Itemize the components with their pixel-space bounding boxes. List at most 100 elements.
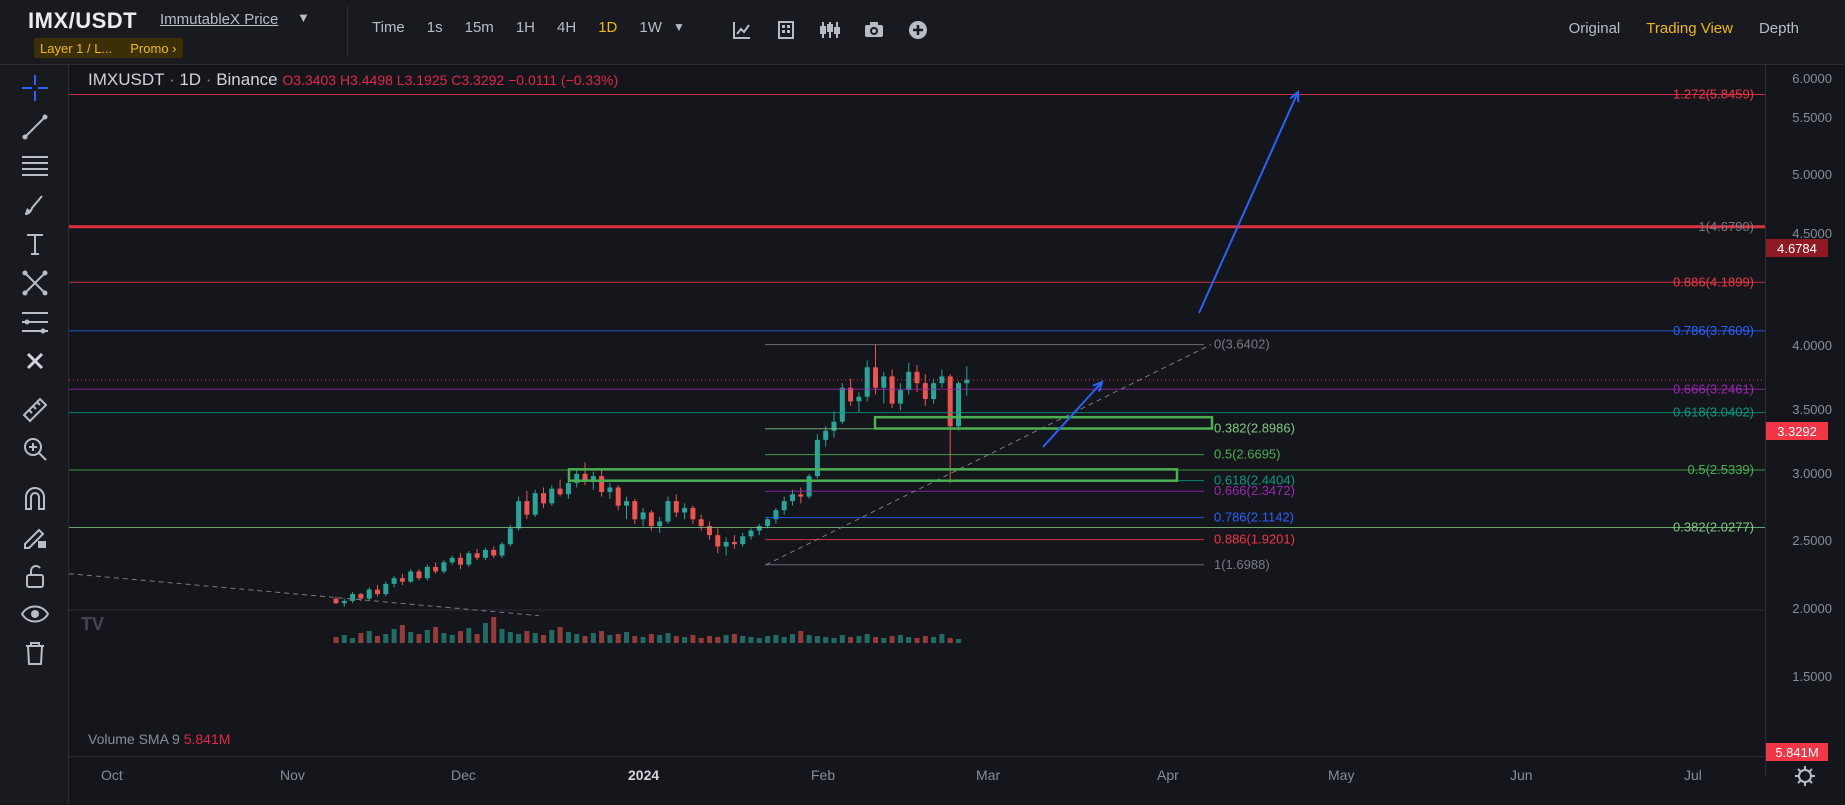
volume-bar [433,627,439,643]
candle-body [541,493,546,504]
text-icon[interactable] [20,229,50,259]
remove-icon[interactable] [20,346,50,376]
fib-level-label: 0.618(3.0402) [1673,405,1754,420]
volume-bar [939,634,945,643]
view-depth[interactable]: Depth [1758,20,1799,37]
horizontal-lines-icon[interactable] [20,151,50,181]
candle-body [491,549,497,556]
time-tick: Apr [1157,767,1179,783]
pattern-icon[interactable] [20,268,50,298]
candle-body [873,367,878,388]
volume-bar [632,636,638,643]
tf-time[interactable]: Time [372,19,405,36]
tag-layer1[interactable]: Layer 1 / L... [40,40,113,56]
view-original[interactable]: Original [1568,20,1621,37]
trash-icon[interactable] [20,638,50,668]
time-tick: Dec [451,767,476,783]
volume-bar [881,638,887,643]
volume-bar [956,639,961,643]
candle-body [906,371,912,390]
plus-icon[interactable] [906,18,930,42]
candle-type-icon[interactable] [818,18,842,42]
price-chart[interactable]: 1.272(5.8459) 1(4.6790) 0.886(4.1899) 0.786… [69,65,1765,804]
candle-body [582,473,588,481]
volume-bar [333,637,339,643]
tf-1s[interactable]: 1s [426,19,443,36]
chevron-down-icon[interactable]: ▼ [297,10,310,25]
candle-body [441,562,447,572]
timeframe-more-icon[interactable]: ▼ [673,20,685,34]
volume-bar [491,617,497,643]
legend-symbol: IMXUSDT [88,70,165,89]
fib-level-label: 0.886(4.1899) [1673,274,1754,289]
indicator-icon[interactable] [730,18,754,42]
volume-bar [856,636,862,643]
volume-bar [748,637,754,643]
volume-bar [740,636,746,643]
volume-bar [823,637,829,643]
candle-body [806,476,812,497]
price-info-link[interactable]: ImmutableX Price [160,11,279,28]
candle-body [748,530,754,537]
volume-bar [690,635,696,643]
ruler-icon[interactable] [20,395,50,425]
time-axis[interactable]: Oct Nov Dec 2024 Feb Mar Apr May Jun Jul [69,756,1765,805]
settings-gear-icon[interactable] [1794,765,1816,792]
volume-bar [541,635,546,643]
eye-icon[interactable] [20,600,50,630]
candle-body [707,526,712,536]
candle-body [765,519,771,527]
support-zone [873,415,1214,430]
magnet-icon[interactable] [20,483,50,513]
chart-legend: IMXUSDT · 1D · Binance O3.3403 H3.4498 L… [88,70,619,89]
volume-bar [599,631,605,643]
time-tick: 2024 [628,767,660,783]
fib-icon[interactable] [20,307,50,337]
time-tick: Jul [1684,767,1702,783]
volume-bar [549,630,555,643]
fib-level-label: 1.272(5.8459) [1673,86,1754,101]
time-tick: Jun [1510,767,1533,783]
volume-bar [524,631,530,643]
brush-icon[interactable] [20,190,50,220]
layout-icon[interactable] [774,18,798,42]
candle-body [507,528,513,545]
candle-body [922,383,928,400]
top-header: IMX/USDT ImmutableX Price ▼ Layer 1 / L.… [0,0,1845,65]
lock-pencil-icon[interactable] [20,522,50,552]
tf-15m[interactable]: 15m [464,19,494,36]
crosshair-icon[interactable] [20,73,50,103]
price-axis[interactable]: 6.0000 5.5000 5.0000 4.5000 4.0000 3.500… [1765,65,1845,777]
candle-body [391,578,397,584]
unlock-icon[interactable] [20,561,50,591]
volume-bar [350,638,356,643]
volume-bar [458,631,463,643]
camera-icon[interactable] [862,18,886,42]
candle-body [723,541,729,547]
support-zone [567,468,1179,482]
volume-bar [798,631,804,643]
fib-mid-label: 0.5(2.6695) [1214,447,1281,462]
candle-body [740,536,746,545]
tf-4h[interactable]: 4H [557,19,577,36]
dashed-trendline [765,344,1212,566]
volume-bar [765,636,771,643]
trendline-icon[interactable] [20,112,50,142]
tf-1h[interactable]: 1H [515,19,535,36]
price-tick: 5.0000 [1792,167,1832,182]
zoom-in-icon[interactable] [20,434,50,464]
candle-body [756,526,762,531]
tf-1w[interactable]: 1W [639,19,662,36]
volume-bar [449,635,455,643]
candle-body [482,549,488,558]
volume-bar [723,635,729,643]
tag-promo[interactable]: Promo › [130,40,177,56]
time-tick: Nov [280,767,305,783]
tf-1d[interactable]: 1D [598,19,618,36]
view-trading-view[interactable]: Trading View [1646,20,1733,37]
time-tick: Mar [976,767,1001,783]
volume-bar [574,634,580,643]
volume-bar [648,634,654,643]
volume-bar [947,638,953,643]
volume-bar [516,634,522,643]
